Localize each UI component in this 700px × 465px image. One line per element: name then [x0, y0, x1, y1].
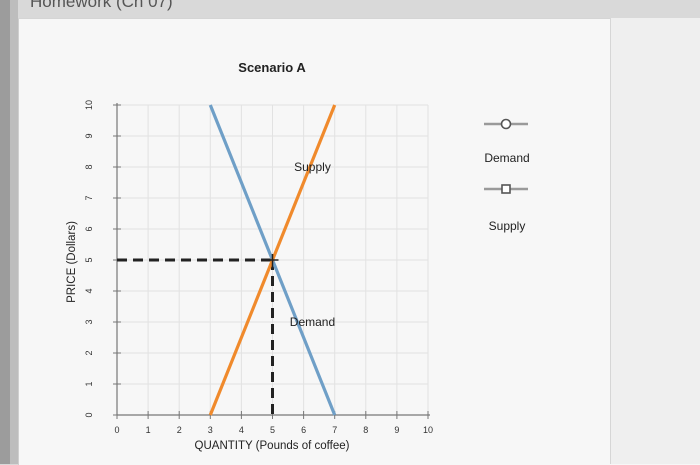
chart-title: Scenario A — [238, 60, 306, 75]
legend: Demand Supply — [484, 118, 530, 233]
x-tick-label: 10 — [423, 425, 433, 435]
y-tick-label: 7 — [84, 195, 94, 200]
y-tick-label: 3 — [84, 319, 94, 324]
y-tick-label: 2 — [84, 350, 94, 355]
legend-label-supply: Supply — [489, 219, 526, 233]
left-edge — [10, 0, 18, 464]
x-tick-label: 8 — [363, 425, 368, 435]
y-tick-label: 0 — [84, 412, 94, 417]
x-axis-label: QUANTITY (Pounds of coffee) — [195, 440, 350, 452]
y-tick-label: 5 — [84, 257, 94, 262]
curve-label-demand: Demand — [290, 315, 335, 329]
x-tick-label: 6 — [301, 425, 306, 435]
legend-item-supply[interactable]: Supply — [484, 184, 528, 233]
square-marker-icon — [501, 184, 511, 194]
x-tick-label: 2 — [177, 425, 182, 435]
curve-label-supply: Supply — [294, 160, 331, 174]
equilibrium-guides — [117, 258, 274, 415]
y-axis-label: PRICE (Dollars) — [66, 221, 78, 303]
y-tick-label: 6 — [84, 226, 94, 231]
tick-labels: 0 1 2 3 4 5 6 7 8 9 10 0 1 2 3 4 5 6 7 8 9 10 — [84, 100, 433, 435]
legend-item-demand[interactable]: Demand — [484, 118, 530, 166]
y-tick-label: 10 — [84, 100, 94, 110]
right-column — [610, 18, 700, 464]
x-tick-label: 7 — [332, 425, 337, 435]
page-title: Homework (Ch 07) — [30, 0, 173, 11]
x-tick-label: 4 — [239, 425, 244, 435]
equilibrium-mark — [266, 254, 279, 266]
y-tick-label: 9 — [84, 133, 94, 138]
x-tick-label: 3 — [208, 425, 213, 435]
x-tick-label: 5 — [270, 425, 275, 435]
x-tick-label: 9 — [394, 425, 399, 435]
y-tick-label: 8 — [84, 164, 94, 169]
x-tick-label: 0 — [114, 425, 119, 435]
circle-marker-icon — [500, 118, 512, 130]
chart-panel — [18, 18, 700, 465]
y-tick-label: 4 — [84, 288, 94, 293]
x-tick-label: 1 — [146, 425, 151, 435]
y-tick-label: 1 — [84, 381, 94, 386]
legend-label-demand: Demand — [484, 151, 529, 165]
